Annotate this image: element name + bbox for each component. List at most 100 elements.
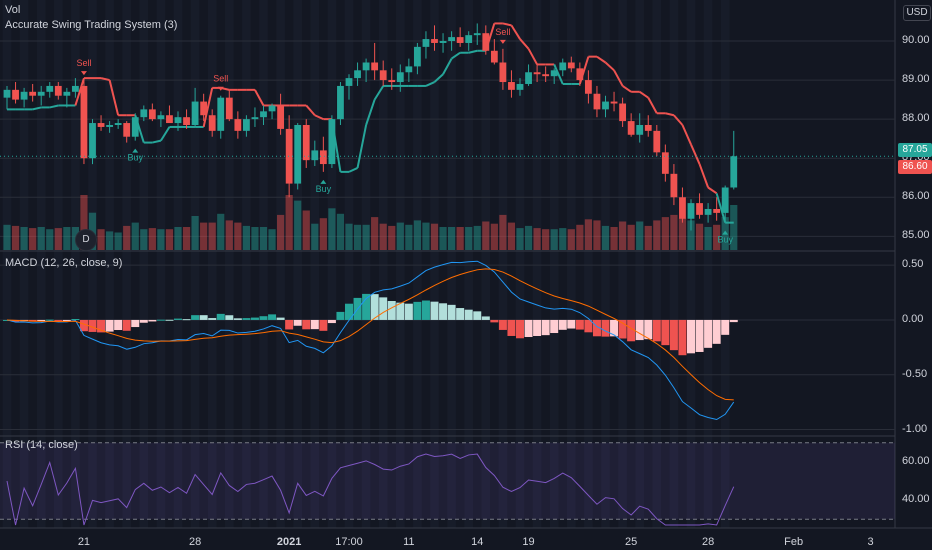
macd-histogram-bar xyxy=(490,319,499,323)
volume-bar xyxy=(336,213,345,250)
macd-tick-label: -0.50 xyxy=(902,367,928,380)
macd-tick-label: -1.00 xyxy=(902,422,928,435)
candle-body xyxy=(243,119,250,131)
candle-body xyxy=(482,33,490,51)
candle-body xyxy=(328,119,336,165)
volume-bar xyxy=(584,219,592,250)
candle-body xyxy=(619,103,626,122)
volume-bar xyxy=(29,228,37,250)
candle-body xyxy=(636,125,644,135)
price-tick-label: 90.00 xyxy=(902,34,930,47)
volume-bar xyxy=(713,224,721,250)
candle-body xyxy=(234,119,242,131)
volume-bar xyxy=(371,217,379,250)
candle-body xyxy=(89,123,96,159)
candle-body xyxy=(157,115,165,120)
session-stripe xyxy=(549,0,559,528)
time-tick-label: 19 xyxy=(522,536,535,548)
session-stripe xyxy=(703,0,713,528)
macd-histogram-bar xyxy=(250,317,259,320)
volume-bar xyxy=(379,223,387,250)
session-stripe xyxy=(276,0,285,528)
macd-histogram-bar xyxy=(62,319,71,321)
session-stripe xyxy=(2,0,12,528)
candle-body xyxy=(721,187,729,213)
session-stripe xyxy=(54,0,63,528)
macd-label[interactable]: MACD (12, 26, close, 9) xyxy=(5,257,123,269)
volume-bar xyxy=(610,227,618,250)
volume-bar xyxy=(80,195,88,250)
d-badge[interactable]: D xyxy=(75,229,97,251)
candle-body xyxy=(576,68,584,81)
macd-histogram-bar xyxy=(524,319,533,338)
macd-histogram-bar xyxy=(661,319,670,346)
time-tick-label: Feb xyxy=(784,536,804,548)
macd-tick-label: 0.00 xyxy=(902,312,924,325)
macd-histogram-bar xyxy=(592,319,601,337)
candle-body xyxy=(414,46,421,67)
candle-body xyxy=(97,123,105,127)
price-tick-label: 85.00 xyxy=(902,229,930,242)
volume-bar xyxy=(559,228,567,250)
macd-histogram-bar xyxy=(584,319,593,333)
sell-signal: Sell xyxy=(213,74,228,84)
volume-bar xyxy=(388,225,396,250)
session-stripe xyxy=(327,0,337,528)
candle-body xyxy=(285,128,293,184)
macd-histogram-bar xyxy=(421,300,430,320)
candle-body xyxy=(490,50,498,63)
macd-histogram-bar xyxy=(345,303,353,320)
signal-arrow-icon xyxy=(499,39,506,44)
macd-histogram-bar xyxy=(678,319,687,356)
swing-line-segment xyxy=(665,112,675,117)
indicator-label[interactable]: Accurate Swing Trading System (3) xyxy=(5,19,178,31)
candle-body xyxy=(371,62,379,71)
volume-bar xyxy=(285,195,293,250)
session-stripe xyxy=(259,0,268,528)
macd-histogram-bar xyxy=(456,308,465,320)
candle-body xyxy=(533,72,541,75)
signal-arrow-icon xyxy=(80,71,87,76)
time-tick-label: 11 xyxy=(403,536,415,548)
candle-body xyxy=(730,156,738,188)
session-stripe xyxy=(567,0,576,528)
candle-body xyxy=(465,35,473,43)
volume-bar xyxy=(11,225,20,250)
macd-histogram-bar xyxy=(507,319,516,336)
candle-body xyxy=(20,91,28,100)
session-stripe xyxy=(413,0,422,528)
macd-histogram-bar xyxy=(242,318,251,320)
candle-body xyxy=(29,91,37,96)
currency-badge[interactable]: USD xyxy=(903,5,931,21)
volume-bar xyxy=(396,222,404,250)
swing-line-segment xyxy=(707,186,718,195)
volume-bar xyxy=(148,228,156,250)
candle-body xyxy=(653,130,661,153)
macd-histogram-bar xyxy=(387,301,396,320)
candle-body xyxy=(260,111,267,118)
session-stripe xyxy=(225,0,234,528)
volume-bar xyxy=(567,229,575,250)
volume-bar xyxy=(353,224,362,250)
time-tick-label: 2021 xyxy=(276,536,302,548)
buy-signal: Buy xyxy=(127,153,143,163)
candle-body xyxy=(131,117,139,137)
volume-bar xyxy=(157,229,165,250)
time-tick-label: 3 xyxy=(867,536,874,548)
candle-body xyxy=(525,72,532,84)
session-stripe xyxy=(105,0,114,528)
candle-body xyxy=(294,125,302,184)
volume-bar xyxy=(302,210,310,250)
macd-histogram-bar xyxy=(225,315,234,320)
volume-bar xyxy=(687,220,695,250)
rsi-tick-label: 60.00 xyxy=(902,454,930,467)
macd-histogram-bar xyxy=(319,319,328,331)
macd-histogram-bar xyxy=(97,319,106,333)
volume-bar xyxy=(225,220,233,250)
rsi-label[interactable]: RSI (14, close) xyxy=(5,439,78,451)
session-stripe xyxy=(310,0,320,528)
volume-bar xyxy=(63,227,71,250)
macd-histogram-bar xyxy=(37,319,46,322)
session-stripe xyxy=(430,0,439,528)
